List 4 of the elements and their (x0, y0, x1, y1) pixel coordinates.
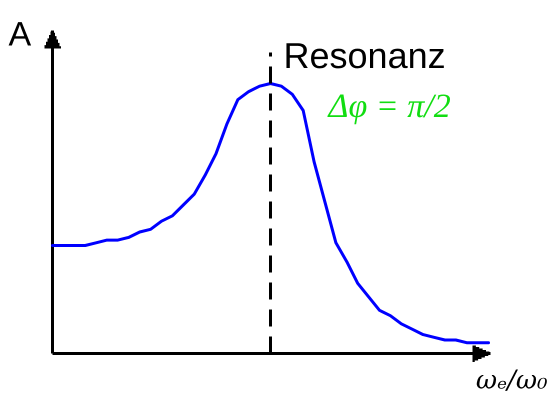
y-axis-title: A (8, 16, 32, 54)
annotation: Δφ = π/2 (326, 88, 451, 125)
x-axis-title: ωₑ/ω₀ (476, 366, 548, 396)
text: Resonanz (284, 35, 446, 76)
